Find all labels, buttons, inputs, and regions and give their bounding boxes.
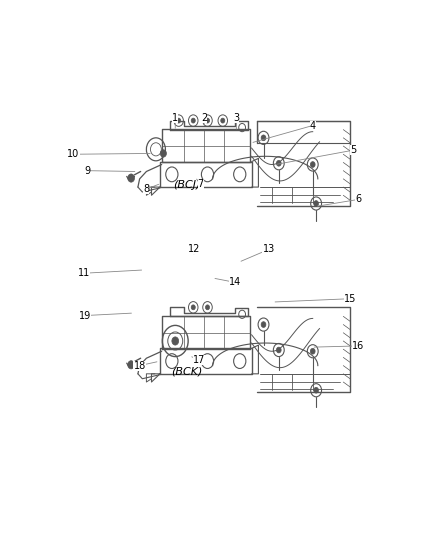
Circle shape <box>191 118 195 123</box>
Text: 7: 7 <box>198 179 204 189</box>
Text: 2: 2 <box>201 113 207 123</box>
Text: (BCK): (BCK) <box>171 366 203 376</box>
Circle shape <box>172 337 179 345</box>
Circle shape <box>128 174 134 182</box>
Circle shape <box>205 305 209 310</box>
Text: 1: 1 <box>172 113 178 123</box>
Circle shape <box>314 387 318 393</box>
Text: 8: 8 <box>143 184 149 194</box>
Text: 19: 19 <box>79 311 92 320</box>
Circle shape <box>221 118 225 123</box>
Circle shape <box>276 160 281 166</box>
Text: 13: 13 <box>262 245 275 254</box>
Text: 16: 16 <box>353 341 365 351</box>
Circle shape <box>160 150 166 157</box>
Text: 15: 15 <box>344 294 356 304</box>
Circle shape <box>311 161 315 167</box>
Text: 10: 10 <box>67 149 80 159</box>
Circle shape <box>191 305 195 310</box>
Text: 9: 9 <box>84 166 90 176</box>
Text: 14: 14 <box>229 277 241 287</box>
Text: 11: 11 <box>78 268 90 278</box>
Text: (BCJ): (BCJ) <box>173 180 201 190</box>
Circle shape <box>311 349 315 354</box>
Circle shape <box>128 361 134 369</box>
Circle shape <box>177 118 181 123</box>
Text: 18: 18 <box>134 361 146 370</box>
Text: 4: 4 <box>310 120 316 131</box>
Text: 5: 5 <box>350 145 357 155</box>
Text: 17: 17 <box>193 356 205 365</box>
Text: 6: 6 <box>356 195 362 204</box>
Text: 3: 3 <box>233 113 240 123</box>
Circle shape <box>205 118 209 123</box>
Circle shape <box>261 135 266 141</box>
Circle shape <box>261 322 266 327</box>
Circle shape <box>276 347 281 353</box>
Text: 12: 12 <box>188 245 200 254</box>
Circle shape <box>314 200 318 206</box>
